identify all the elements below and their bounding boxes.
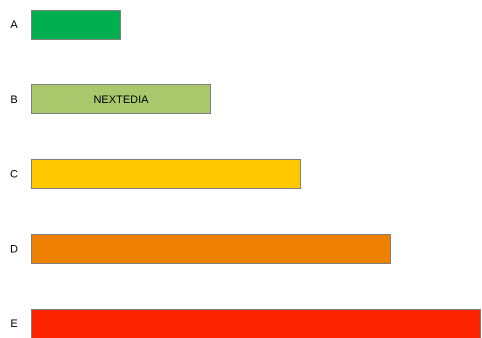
category-label-c: C <box>10 169 18 181</box>
category-labels: A B C D E <box>10 19 18 330</box>
bar-d <box>31 234 391 264</box>
bar-e <box>31 309 481 338</box>
bar-b <box>31 84 211 114</box>
bar-label-b: NEXTEDIA <box>93 94 149 106</box>
category-label-d: D <box>10 243 18 255</box>
category-label-a: A <box>10 19 18 31</box>
category-label-e: E <box>10 318 17 330</box>
bar-c <box>31 159 301 189</box>
category-label-b: B <box>10 94 17 106</box>
bar-a <box>31 10 121 40</box>
bars: NEXTEDIA <box>31 10 481 338</box>
